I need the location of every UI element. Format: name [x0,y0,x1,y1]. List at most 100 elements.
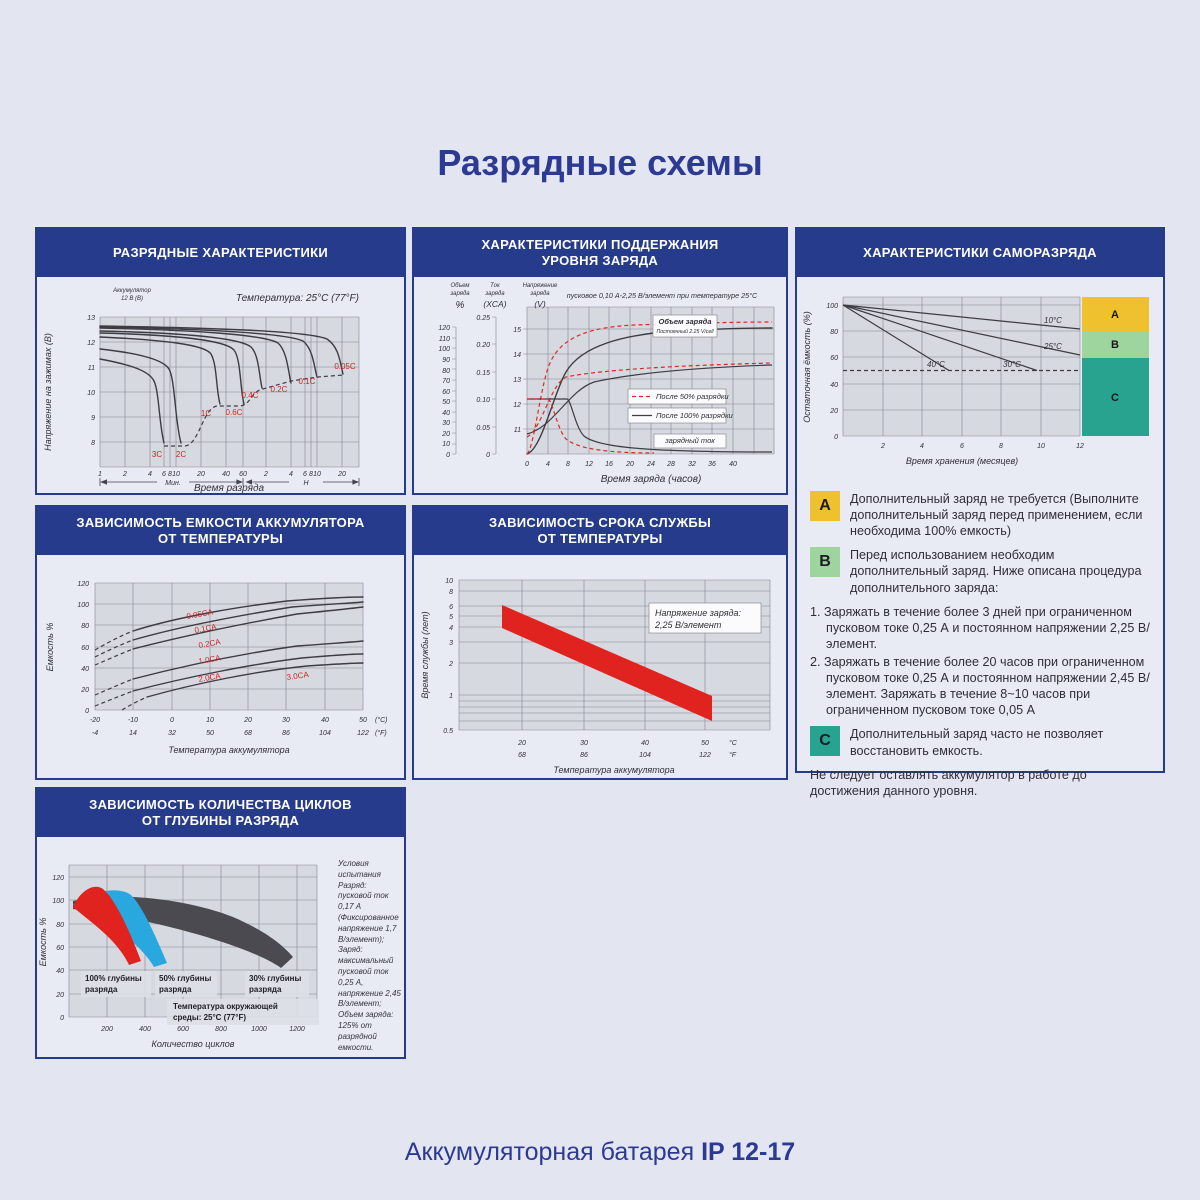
curve-current-50pct [527,398,655,454]
tick-label: 0.10 [476,397,490,404]
legend-100-box [627,407,727,424]
tick-label: 12 [1076,443,1084,450]
v-ticks: 15 14 13 12 11 [513,327,521,434]
panel-self-discharge: ХАРАКТЕРИСТИКИ САМОРАЗРЯДА A B C 10°C 25… [795,227,1165,798]
gridlines [842,296,1081,437]
tick-label: 0 [834,434,838,441]
label-0.1C: 0.1C [299,377,316,386]
tick-label: 20 [337,471,346,478]
curve-3C [99,358,165,444]
x-axis-ticks: 200 400 600 800 1000 1200 [100,1026,305,1033]
tick-label: 8 [168,471,172,478]
y-axis-ticks: 100 80 60 40 20 0 [826,303,838,441]
tick-label: 122 [699,752,711,759]
y-axis-label: Емкость % [38,918,48,967]
corner-line1: Аккумулятор [112,288,152,294]
annotation-line2: 2,25 В/элемент [654,620,722,630]
curve-current-100pct [527,398,773,453]
x-axis-ticks-celsius: 20 30 40 50 [517,740,709,747]
label-3C: 3C [152,450,162,459]
tick-label: 10 [1037,443,1045,450]
tick-label: 6 [303,471,307,478]
tick-label: 30 [580,740,588,747]
panel-self-discharge-title: ХАРАКТЕРИСТИКИ САМОРАЗРЯДА [863,244,1097,260]
tick-label: 10 [172,471,180,478]
x-axis-units: (°C) (°F) [375,716,388,737]
tick-label: 40 [729,461,737,468]
tick-label: 50 [359,717,367,724]
curve-0.05CA-dashed [94,630,134,651]
label-30C: 30°C [1003,360,1021,369]
tick-label: 14 [129,730,137,737]
tick-label: 90 [442,357,450,364]
tick-label: 10 [442,441,450,448]
zone-b-box [1082,331,1149,358]
condition-note: пусковое 0,10 А-2,25 В/элемент при темпе… [567,291,758,300]
tick-label: 1200 [289,1026,305,1033]
tick-label: 86 [282,730,290,737]
x-axis-ticks: 0 4 8 12 16 20 24 28 32 36 40 [525,461,737,468]
tick-label: 50 [442,399,450,406]
tick-label: -4 [92,730,98,737]
tick-label: 14 [513,352,521,359]
col1-line2: заряда [449,291,470,297]
curve-3.0CA [146,662,364,698]
recharge-steps: 1. Заряжать в течение более 3 дней при о… [810,604,1150,719]
x-axis-label: Время хранения (месяцев) [906,456,1018,466]
tick-label: 0 [486,452,490,459]
label-2.0CA: 2.0CA [198,671,222,684]
tick-label: 2 [122,471,127,478]
tick-label: 110 [439,336,450,343]
curve-1.0CA [132,640,364,680]
tick-label: 8 [91,440,95,447]
unit-fahrenheit: °F [729,751,737,759]
label-0.05C: 0.05C [334,362,356,371]
label-50-line2: разряда [159,985,192,994]
tick-label: 0.05 [476,425,490,432]
zone-a-letter: A [1111,309,1119,321]
curve-0.05CA [132,596,364,632]
tick-label: 8 [999,443,1003,450]
line-25C [842,304,1081,356]
x-axis-ticks: 2 4 6 8 10 12 [880,443,1084,450]
tick-label: 2 [880,443,885,450]
label-10C: 10°C [1044,316,1062,325]
tick-label: 2 [448,661,453,668]
tick-label: 80 [81,623,89,630]
tick-label: 4 [449,625,453,632]
label-40C: 40°C [927,360,945,369]
tick-label: 40 [442,410,450,417]
label-25C: 25°C [1043,342,1062,351]
panel-cycles-title-line2: ОТ ГЛУБИНЫ РАЗРЯДА [141,813,300,828]
panel-life-title-line2: ОТ ТЕМПЕРАТУРЫ [537,531,663,546]
tick-label: 8 [566,461,570,468]
panel-life-vs-temperature: ЗАВИСИМОСТЬ СРОКА СЛУЖБЫ ОТ ТЕМПЕРАТУРЫ … [412,505,788,780]
tick-label: 1 [449,693,453,700]
tick-label: 3 [449,640,453,647]
tick-label: 100 [826,303,838,310]
tick-label: 20 [80,687,89,694]
tick-label: 0 [446,452,450,459]
note-row-a: A Дополнительный заряд не требуется (Вып… [810,491,1150,539]
cycles-chart: 100% глубины разряда 50% глубины разряда… [38,864,319,1049]
life-chart: Напряжение заряда: 2,25 В/элемент 108654… [420,578,771,775]
discharge-chart: 3C 2C 1C 0.6C 0.4C 0.2C 0.1C 0.05C 13121… [43,288,360,493]
tick-label: 20 [517,740,526,747]
tick-label: 20 [625,461,634,468]
tick-label: 20 [196,471,205,478]
tick-label: 10 [206,717,214,724]
tick-label: 100 [52,898,64,905]
tick-label: 80 [442,368,450,375]
legend-volume: Объем заряда [658,317,711,326]
legend-100: После 100% разрядки [656,411,734,420]
panel-charge-retention: ХАРАКТЕРИСТИКИ ПОДДЕРЖАНИЯ УРОВНЯ ЗАРЯДА… [412,227,788,495]
plot-area [843,297,1080,436]
tick-label: 800 [215,1026,227,1033]
tick-label: 4 [546,461,550,468]
tick-label: 50 [206,730,214,737]
tick-label: 6 [960,443,964,450]
current-label-box [653,433,727,449]
curve-0.1CA [132,601,364,641]
tick-label: 1 [98,471,102,478]
